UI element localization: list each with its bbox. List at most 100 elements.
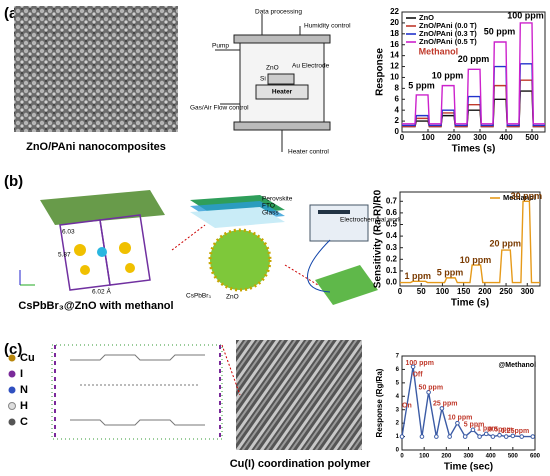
y-tick-label: 0.6: [386, 208, 398, 217]
annotation: 5 ppm: [464, 421, 485, 428]
point: [530, 434, 536, 439]
diagram-label: FTO: [262, 203, 275, 210]
diagram-label: Perovskite: [262, 196, 293, 203]
diagram-label: Gas/Air Flow control: [190, 105, 249, 112]
panel-label: (c): [4, 341, 22, 358]
annotation: 5 ppm: [408, 81, 435, 91]
y-tick-label: 0: [396, 448, 400, 454]
point: [434, 434, 439, 439]
y-tick-label: 0.4: [386, 231, 398, 240]
shape: [307, 239, 331, 293]
x-tick-label: 200: [447, 133, 461, 142]
chart: 0 100 200 300 400 500 600 0 1 2 3 4 5 6 7 Time (sec) Res…: [375, 354, 541, 473]
caption: CsPbBr₃@ZnO with methanol: [18, 300, 173, 312]
y-tick-label: 22: [390, 7, 399, 16]
shape: [233, 121, 331, 131]
x-tick-label: 50: [417, 287, 426, 296]
plot-frame: [399, 191, 541, 287]
x-tick-label: 300: [521, 287, 535, 296]
polymer-structure: [51, 344, 223, 440]
shape: [267, 73, 295, 85]
y-tick-label: 0: [395, 127, 400, 136]
diagram-label: Humidity control: [304, 23, 351, 30]
diagram-label: Glass: [262, 210, 279, 217]
annotation: 50 ppm: [419, 384, 444, 391]
diagram-label: Heater control: [288, 149, 329, 156]
sem-image: [236, 340, 362, 450]
plot-frame: [401, 11, 546, 133]
point: [410, 364, 416, 370]
x-axis-label: Times (s): [452, 144, 496, 155]
legend-label: Methanol: [503, 193, 536, 202]
legend-label: ZnO/PAni (0.3 T): [419, 29, 477, 38]
y-tick-label: 4: [396, 394, 400, 400]
diagram-label: 6.03: [62, 229, 75, 236]
shape: [97, 247, 107, 257]
x-tick-label: 0: [400, 133, 405, 142]
shape: [74, 244, 86, 256]
point: [462, 434, 468, 439]
legend-label: ZnO: [419, 13, 434, 22]
annotation: @Methanol: [498, 362, 536, 369]
y-tick-label: 14: [390, 51, 399, 60]
annotation: 30 ppm: [511, 191, 543, 201]
device: [171, 195, 378, 305]
shape: [233, 34, 331, 44]
x-tick-label: 100: [419, 454, 430, 460]
legend-label: C: [20, 416, 28, 428]
series-line: [400, 200, 540, 284]
x-tick-label: 400: [486, 454, 497, 460]
x-tick-label: 200: [441, 454, 452, 460]
point: [510, 433, 516, 439]
annotation: 1 ppm: [477, 425, 498, 432]
y-tick-label: 0.3: [386, 243, 398, 252]
legend-label: H: [20, 400, 28, 412]
annotation: 20 ppm: [489, 239, 521, 249]
crystal-structure: [19, 190, 165, 291]
shape: [54, 345, 221, 440]
diagram-label: ZnO: [266, 65, 279, 72]
point: [439, 406, 445, 411]
legend-label: ZnO/PAni (0.0 T): [419, 21, 477, 30]
shape: [315, 265, 378, 305]
annotation: 10 ppm: [460, 255, 492, 265]
y-tick-label: 2: [396, 421, 400, 427]
point: [470, 427, 476, 433]
y-tick-label: 5: [396, 380, 400, 386]
shape: [70, 354, 205, 361]
annotation: Methanol: [419, 47, 459, 57]
shape: [70, 419, 205, 426]
diagram-label: 5.87: [58, 252, 71, 259]
shape: [318, 210, 350, 214]
x-tick-label: 500: [525, 133, 539, 142]
y-tick-label: 0.0: [386, 278, 398, 287]
x-tick-label: 100: [436, 287, 450, 296]
point: [490, 434, 496, 439]
x-tick-label: 200: [478, 287, 492, 296]
x-tick-label: 0: [398, 287, 403, 296]
point: [426, 389, 431, 395]
y-tick-label: 0.2: [386, 254, 398, 263]
shape: [125, 263, 135, 273]
caption: ZnO/PAni nanocomposites: [26, 141, 166, 153]
y-axis-label: Response: [375, 48, 386, 96]
diagram-label: Pump: [212, 43, 229, 50]
x-tick-label: 500: [508, 454, 519, 460]
y-tick-label: 7: [396, 354, 400, 360]
shape: [284, 264, 319, 286]
shape: [8, 386, 16, 394]
x-tick-label: 100: [421, 133, 435, 142]
diagram-label: Heater: [272, 89, 293, 96]
diagram-label: 6.02 Å: [92, 287, 111, 296]
point: [399, 434, 405, 439]
annotation: 10 ppm: [448, 415, 473, 422]
diagram-label: Electrochemical workstation: [340, 217, 421, 224]
point: [447, 434, 452, 439]
caption: Cu(I) coordination polymer: [230, 458, 371, 470]
annotation: 25 ppm: [433, 401, 458, 408]
y-tick-label: 1: [396, 434, 400, 440]
y-tick-label: 10: [390, 73, 399, 82]
point: [483, 431, 489, 437]
shape: [99, 214, 151, 286]
